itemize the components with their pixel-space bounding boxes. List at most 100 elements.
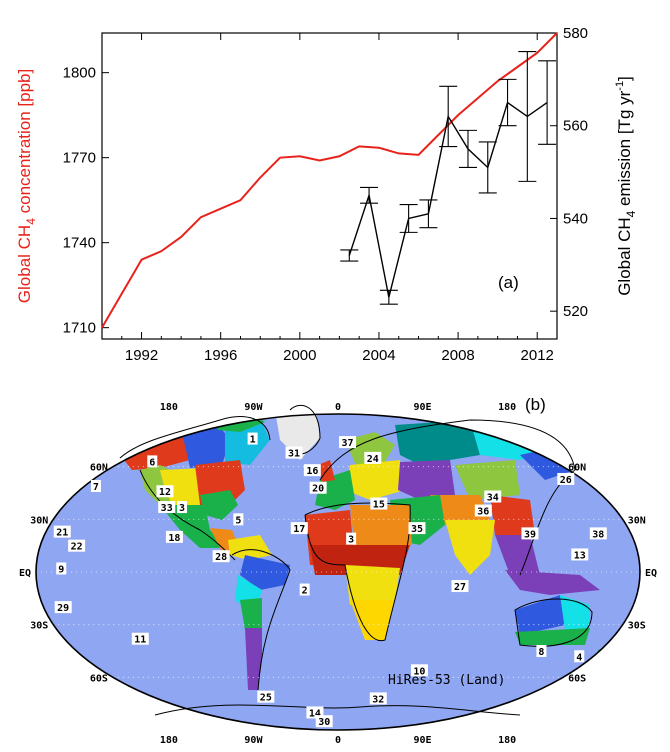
region-label-box [90,479,101,492]
map-outline [35,413,641,731]
longitude-label: 90E [414,735,432,746]
region-label-box [346,532,357,545]
region-label-box [233,513,244,526]
region-number-label: 13 [574,550,586,561]
region-number-label: 3 [348,535,354,546]
latitude-label: 60N [568,463,586,474]
latitude-label: 30S [30,621,48,632]
latitude-label: EQ [19,568,31,579]
panel-b-region-map: 180 90W 0 90E 180 180 90W 0 90E 180 60N30NEQ30S6… [19,402,657,746]
region-number-label: 24 [367,454,379,465]
region-number-label: 22 [71,542,83,553]
right-y-tick-label: 560 [563,118,588,135]
x-tick-label: 1996 [204,347,237,364]
region-label-box [156,485,174,498]
region-label-box [557,472,575,485]
land-region-china-west [430,495,490,525]
region-label-box [339,436,357,449]
region-number-label: 31 [288,449,300,460]
longitude-label: 180 [498,735,516,746]
longitude-label: 90W [244,402,263,413]
land-region-scandinavia [345,432,395,470]
region-label-box [408,522,426,535]
left-y-axis-label: Global CH4 concentration [ppb] [15,69,38,303]
right-y-tick-label: 580 [563,25,588,42]
panel-b-label: (b) [525,395,546,414]
land-region-indonesia [505,570,600,595]
region-number-label: 27 [454,582,466,593]
land-region-central-asia [398,460,455,500]
plot-frame [101,32,558,340]
region-label-box [212,550,230,563]
land-region-sahara-east [350,505,412,550]
land-region-greenland [275,414,320,460]
region-label-box [165,530,183,543]
region-number-label: 37 [342,438,354,449]
region-label-box [247,432,258,445]
land-region-australia-west [515,595,565,635]
region-number-label: 2 [302,586,308,597]
longitude-label: 180 [160,402,178,413]
latitude-label: 30S [628,621,646,632]
right-y-tick-label: 540 [563,210,588,227]
region-number-label: 11 [134,635,146,646]
land-region-sa-north [228,535,272,560]
longitude-label: 90W [244,735,263,746]
region-label-box [285,446,303,459]
land-region-africa-central [345,565,400,605]
emission-series-line [348,101,548,298]
region-number-label: 3 [179,503,185,514]
region-number-label: 4 [576,652,582,663]
region-label-box [147,455,158,468]
region-number-label: 39 [524,529,536,540]
land-region-sa-south-central [240,598,262,630]
latitude-label: 60S [90,673,108,684]
land-region-siberia-west [395,420,480,465]
region-label-box [257,690,275,703]
left-y-axis-ticks: 1710 1740 1770 1800 [63,65,109,337]
concentration-series-line [101,32,558,329]
latitude-label: 60S [568,673,586,684]
region-number-label: 33 [161,503,173,514]
region-label-box [571,548,589,561]
region-number-label: 12 [159,487,171,498]
region-number-label: 21 [56,528,68,539]
region-label-box [53,525,71,538]
left-y-tick-label: 1740 [63,235,96,252]
longitude-labels-bottom: 180 90W 0 90E 180 [160,735,516,746]
region-label-box [56,562,67,575]
region-number-label: 20 [312,484,324,495]
land-region-europe-east [345,460,405,500]
latitude-labels-right: 60N 30N EQ 30S 60S [568,463,657,685]
land-region-africa-south [350,600,395,640]
region-label-box [299,583,310,596]
land-region-siberia-east [470,420,565,460]
land-region-southeast-asia [495,535,540,575]
region-label-box [369,692,387,705]
longitude-labels-top: 180 90W 0 90E 180 [160,402,516,413]
region-number-label: 18 [168,533,180,544]
x-tick-label: 2008 [441,347,474,364]
region-label-box [131,632,149,645]
region-label-box [484,490,502,503]
region-label-box [410,664,428,677]
land-region-sa-patagonia [245,628,262,690]
region-number-label: 14 [309,708,321,719]
region-label-box [370,497,388,510]
region-label-box [474,504,492,517]
left-y-tick-label: 1800 [63,65,96,82]
land-region-mongolia [455,460,520,500]
latitude-label: 60N [90,463,108,474]
region-number-label: 25 [260,693,272,704]
region-label-box [315,715,333,728]
longitude-label: 0 [335,735,341,746]
latitude-label: 30N [30,515,48,526]
x-tick-label: 1992 [125,347,158,364]
region-number-label: 16 [306,466,318,477]
left-y-tick-label: 1770 [63,150,96,167]
region-number-label: 8 [538,647,544,658]
map-title: HiRes-53 (Land) [388,673,505,688]
region-number-label: 17 [293,524,305,535]
region-label-box [290,522,308,535]
